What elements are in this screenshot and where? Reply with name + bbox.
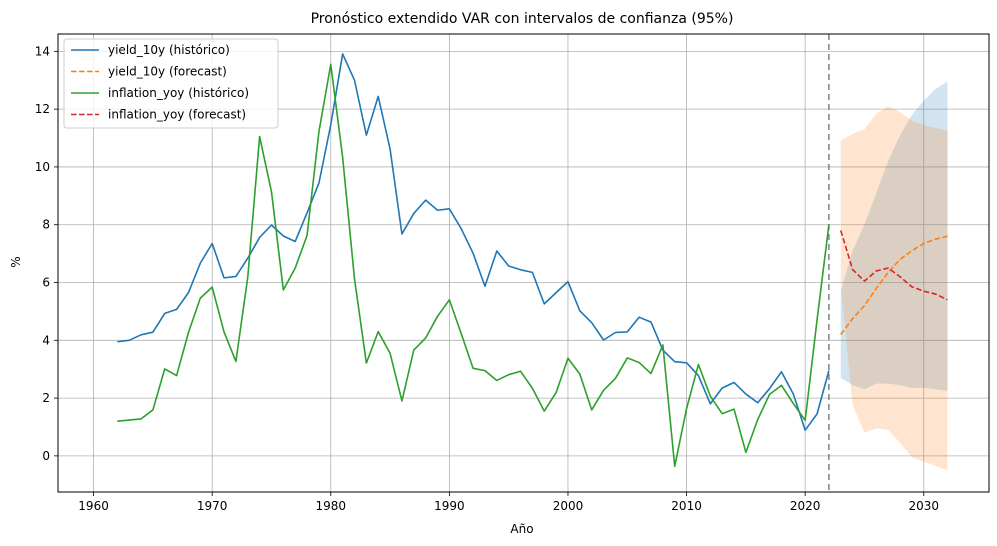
- grid-layer: [58, 34, 989, 492]
- series-line-2: [840, 235, 948, 335]
- x-tick-label: 2000: [553, 499, 584, 513]
- legend-box: [63, 38, 279, 129]
- legend-label-2: yield_10y (forecast): [108, 65, 227, 79]
- y-tick-label: 12: [35, 102, 50, 116]
- confidence-band-2: [840, 106, 948, 471]
- confidence-band-1: [840, 81, 948, 391]
- series-line-1: [117, 53, 830, 431]
- y-tick-label: 4: [42, 333, 50, 347]
- x-tick-label: 2010: [671, 499, 702, 513]
- x-tick-label: 1960: [78, 499, 109, 513]
- y-tick-label: 6: [42, 276, 50, 290]
- y-tick-label: 0: [42, 449, 50, 463]
- series-line-3: [117, 63, 830, 468]
- y-tick-label: 10: [35, 160, 50, 174]
- y-tick-label: 2: [42, 391, 50, 405]
- series-line-4: [839, 230, 948, 301]
- series-layer: [117, 53, 948, 468]
- axis-layer: 1960 1970 1980 1990 2000 2010 2020 2030 0 2 4 6 8 10 1…: [35, 33, 990, 513]
- legend: yield_10y (histórico) yield_10y (forecast…: [63, 38, 279, 129]
- y-tick-label: 14: [35, 44, 50, 58]
- x-tick-label: 1990: [434, 499, 465, 513]
- y-tick-label: 8: [42, 218, 50, 232]
- x-axis-title: Año: [510, 522, 533, 536]
- x-tick-label: 2030: [908, 499, 939, 513]
- x-tick-label: 1970: [197, 499, 228, 513]
- y-axis-title: %: [9, 256, 23, 267]
- plot-frame: [57, 33, 990, 493]
- legend-label-3: inflation_yoy (histórico): [108, 86, 249, 100]
- x-tick-label: 2020: [790, 499, 821, 513]
- confidence-band-layer: [840, 81, 948, 471]
- legend-label-4: inflation_yoy (forecast): [108, 108, 246, 122]
- chart-title: Pronóstico extendido VAR con intervalos …: [311, 11, 734, 27]
- legend-label-1: yield_10y (histórico): [108, 43, 230, 57]
- x-tick-label: 1980: [316, 499, 347, 513]
